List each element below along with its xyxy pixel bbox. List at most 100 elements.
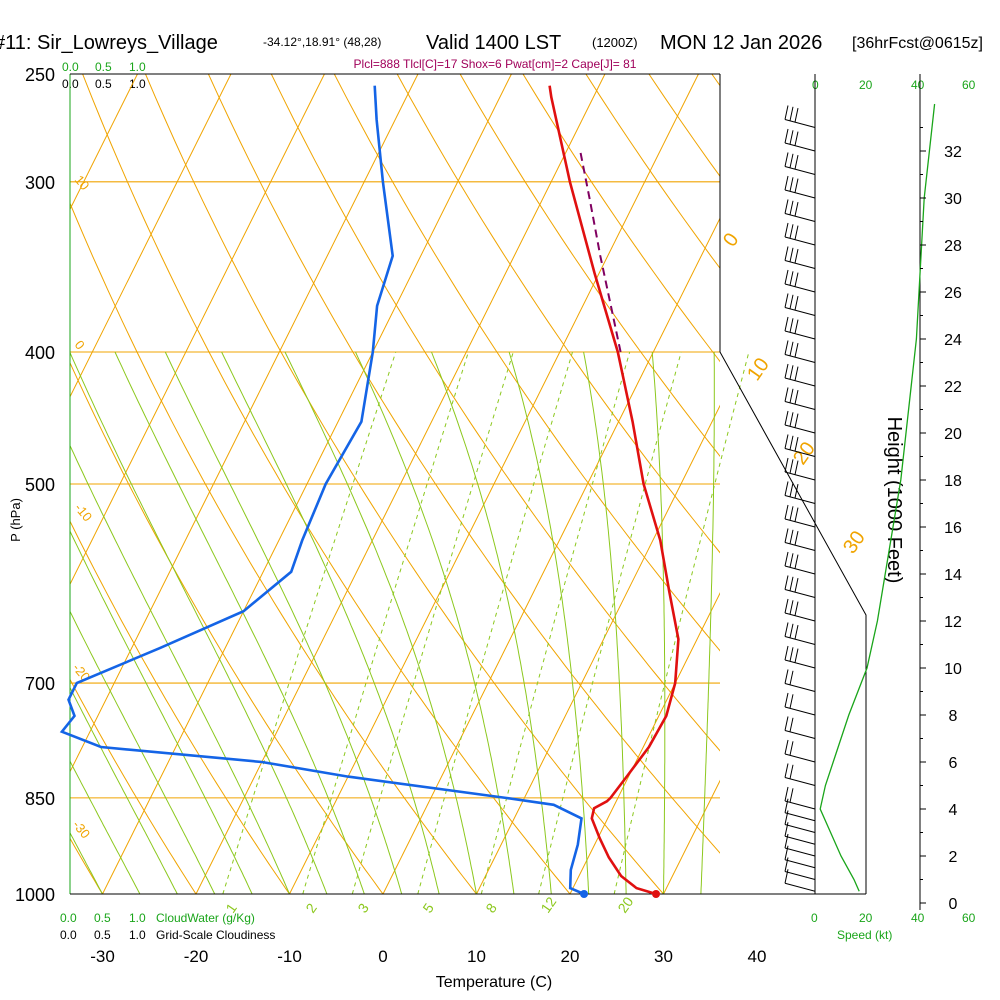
wind-barb-flag [784,822,789,837]
wind-barb-shaft [784,495,816,504]
height-tick-label: 26 [944,285,962,302]
moist-adiabats [70,351,715,894]
wind-barb-flag [794,272,799,287]
wind-barb-flag [784,528,789,543]
wind-barb-flag [784,152,789,167]
pressure-tick-label: 400 [25,343,55,363]
temperature-trace [548,85,680,896]
wind-barb-flag [789,553,794,568]
x-axis-label: Temperature (C) [436,974,552,991]
wind-barb-flag [789,388,794,403]
dry-adiabat-line [270,74,720,752]
cloudwater-scale-top-1: 0.5 [95,60,112,74]
station-title: #11: Sir_Lowreys_Village [0,32,218,54]
x-tick-label: 40 [748,947,767,966]
y-axis-label: P (hPa) [8,498,23,542]
speed-scale-bottom-2: 40 [911,911,925,925]
x-tick-label: 20 [561,947,580,966]
wind-barb-flag [789,764,794,779]
wind-barb-shaft [784,753,816,763]
moist-adiabat-line [70,530,253,894]
wind-barb-flag [784,340,789,355]
x-tick-label: 30 [654,947,673,966]
wind-barb-shaft [784,882,816,892]
wind-barb-flag [789,412,794,427]
height-tick-label: 0 [949,896,958,913]
cloudiness-scale-bottom-1: 0.5 [94,928,111,942]
wind-barb-flag [789,623,794,638]
wind-barb-shaft [784,871,816,880]
wind-barb-flag [789,177,794,192]
wind-barb-flag [794,178,799,193]
wind-barb-shaft [784,518,816,528]
wind-barb-shaft [784,800,816,810]
wind-barb-flag [794,648,799,663]
moist-adiabat-line [164,351,403,894]
wind-barb-flag [784,716,789,731]
wind-barb-flag [784,833,789,849]
mixing-ratio-line [417,351,573,895]
wind-barb-flag [784,434,789,449]
wind-barb-flag [784,810,789,825]
cloudiness-scale-bottom-2: 1.0 [129,928,146,942]
height-tick-label: 22 [944,379,962,396]
height-tick-label: 2 [949,849,958,866]
speed-scale-bottom-1: 20 [859,911,873,925]
dry-adiabat-line [82,74,571,894]
height-tick-label: 16 [944,520,962,537]
wind-barb-shaft [784,565,816,575]
cloudwater-scale-bottom-1: 0.5 [94,911,111,925]
wind-barb-flag [784,739,789,755]
wind-barb-flag [789,224,794,239]
forecast-label: [36hrFcst@0615z] [852,35,983,52]
isotherm-line [70,74,325,586]
moist-adiabat-line [70,760,141,894]
wind-barb-shaft [784,835,816,845]
dry-adiabat-line [70,520,290,894]
wind-barb-flag [789,459,794,474]
wind-barb-flag [794,389,799,405]
wind-barb-flag [794,530,799,546]
mixing-ratio-line [538,351,682,895]
wind-barb-shaft [784,330,816,340]
wind-barb-flag [789,482,794,497]
valid-date: MON 12 Jan 2026 [660,32,822,54]
mixing-ratio-line [613,351,750,895]
wind-barb-flag [784,316,789,332]
cloudwater-scale-top-0: 0.0 [62,60,79,74]
wind-barb-shaft [784,612,816,622]
wind-barb-flag [784,504,789,520]
wind-barb-flag [784,246,789,261]
cloudiness-scale-top-1: 0.5 [95,77,112,91]
height-tick-label: 30 [944,191,962,208]
dry-adiabat-line [207,74,720,854]
x-tick-label: 0 [378,947,387,966]
wind-barb-flag [789,717,794,732]
wind-barb-flag [784,869,789,884]
isotherm-line [476,404,720,894]
cloudwater-label: CloudWater (g/Kg) [156,911,255,925]
wind-barb-flag [784,692,789,708]
cloudwater-scale-bottom-2: 1.0 [129,911,146,925]
wind-barb-shaft [784,119,816,128]
wind-barb-flag [789,670,794,685]
wind-barb-shaft [784,659,816,669]
cloudiness-scale-bottom-0: 0.0 [60,928,77,942]
moist-adiabat-line [355,351,515,894]
isotherm-line [70,74,232,398]
mixing-ratio-line [480,351,631,895]
wind-barb-flag [794,483,799,499]
pressure-tick-label: 500 [25,475,55,495]
wind-barb-flag [789,788,794,803]
wind-barb-flag [789,271,794,286]
wind-barb-flag [794,201,799,217]
wind-barb-flag [789,529,794,544]
wind-barb-flag [794,577,799,593]
moist-adiabat-line [583,351,627,894]
wind-barb-flag [784,457,789,473]
surface-temperature-dot [652,890,661,898]
wind-barb-flag [784,363,789,379]
wind-barb-flag [784,763,789,778]
dry-adiabat-line [70,361,384,894]
isotherm-line [382,217,720,894]
